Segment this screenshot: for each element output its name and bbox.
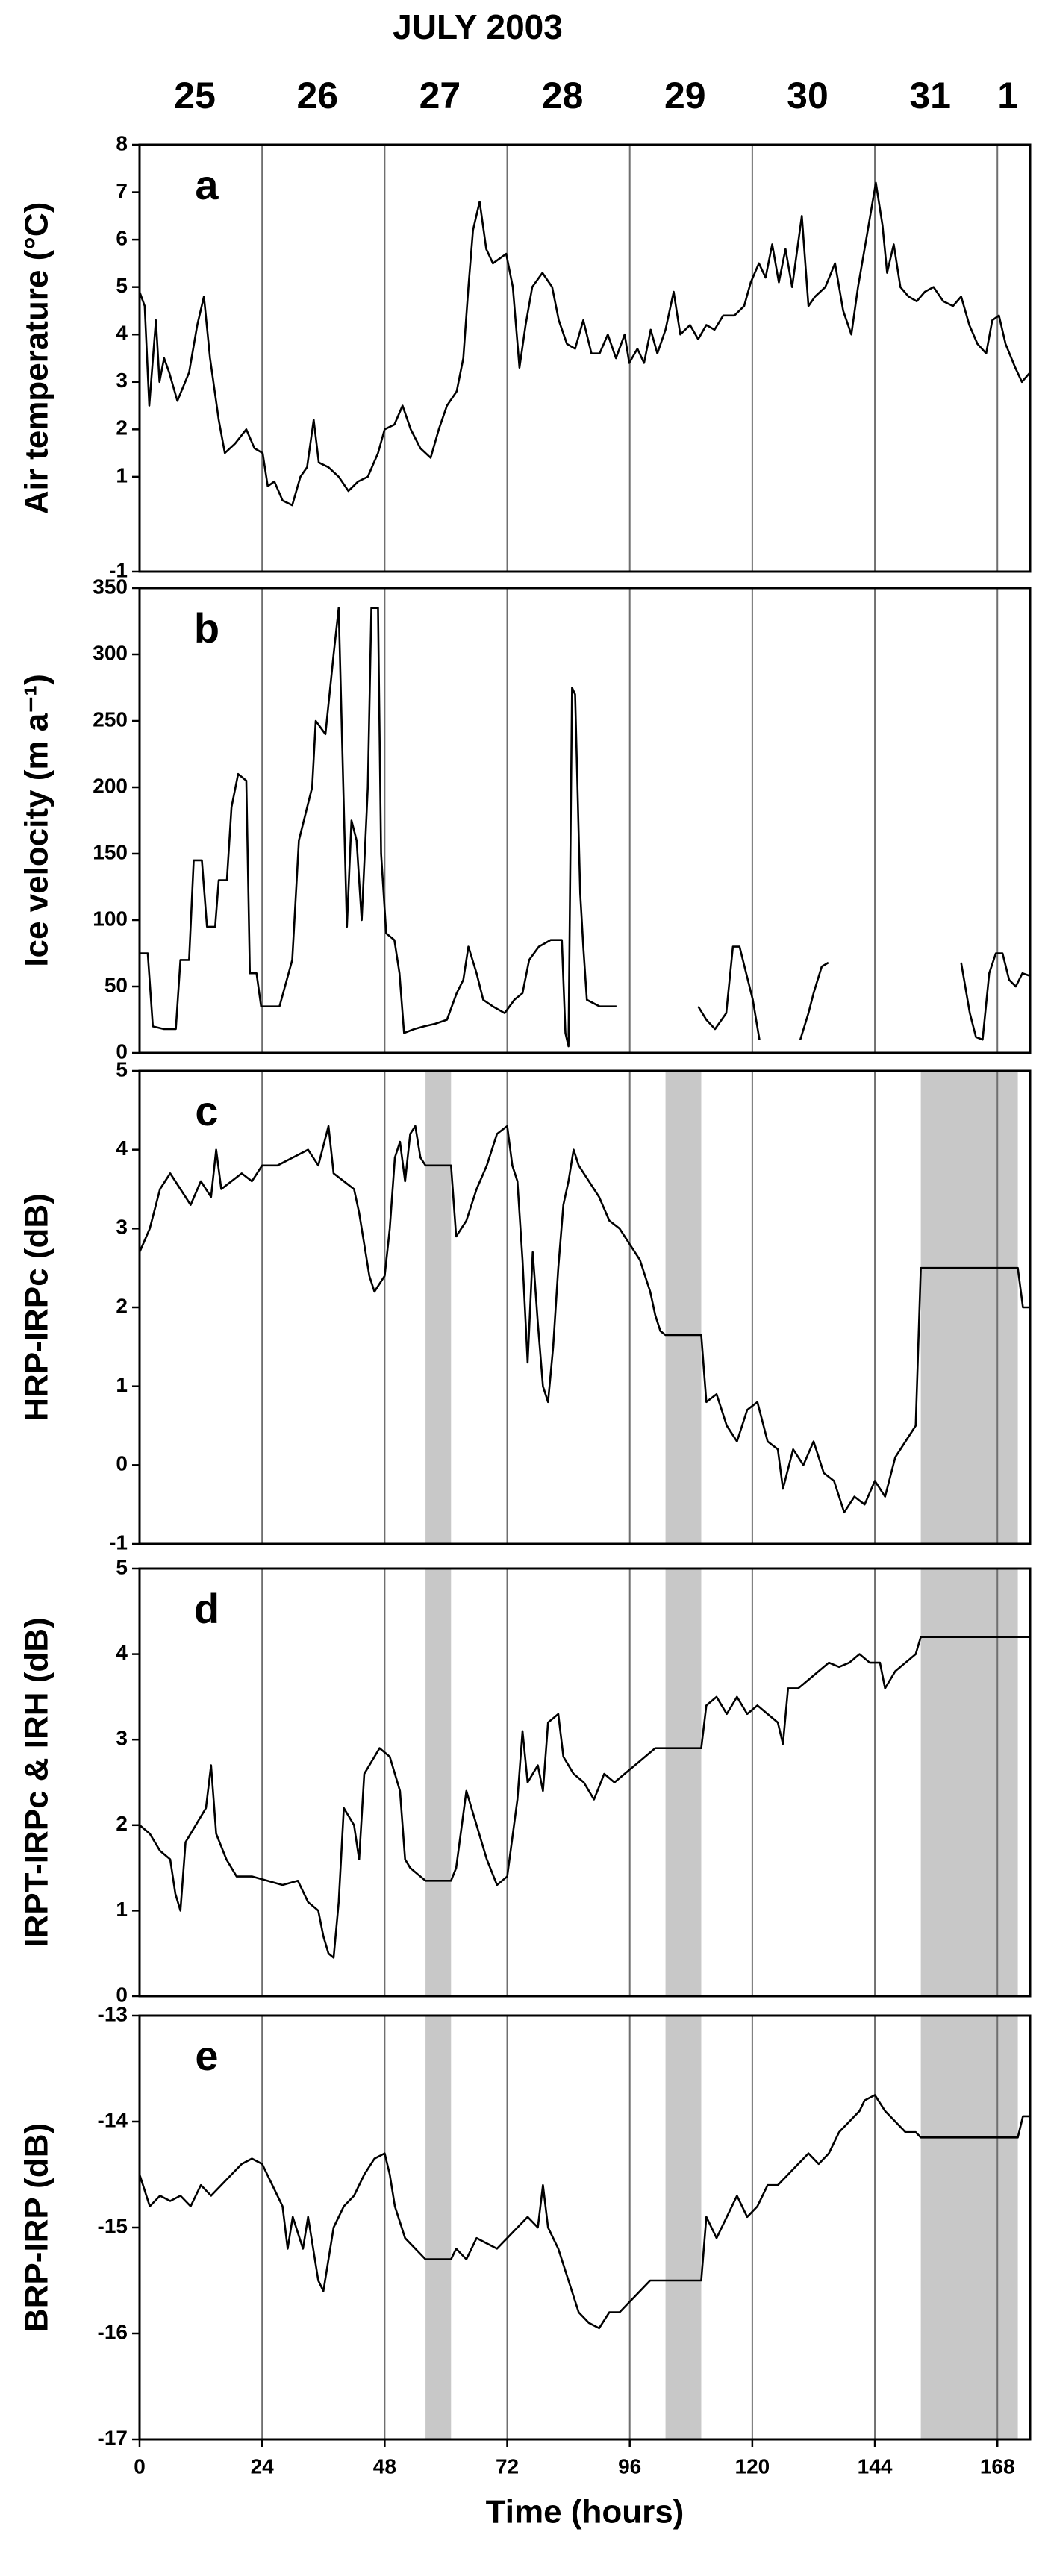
shaded-span (665, 2016, 702, 2439)
shaded-span (425, 1071, 452, 1544)
y-tick-label: 8 (116, 131, 128, 154)
shaded-span (920, 2016, 1018, 2439)
panel-label: d (194, 1585, 219, 1632)
day-label: 26 (296, 75, 338, 116)
plot-background (140, 1071, 1030, 1544)
y-tick-label: 5 (116, 1057, 128, 1081)
y-tick-label: 2 (116, 1812, 128, 1835)
y-tick-label: 350 (93, 575, 128, 598)
data-line (139, 1636, 1030, 1959)
day-label: 31 (909, 75, 951, 116)
y-tick-label: 50 (104, 973, 128, 996)
x-tick-label: 0 (134, 2454, 146, 2477)
y-tick-label: 4 (116, 322, 128, 345)
shaded-span (425, 1569, 452, 1996)
day-label: 25 (174, 75, 216, 116)
y-tick-label: 100 (93, 907, 128, 930)
y-tick-label: 4 (116, 1641, 128, 1664)
figure-title: JULY 2003 (393, 7, 563, 46)
data-line (138, 1125, 1030, 1514)
x-tick-label: 96 (618, 2454, 641, 2477)
y-tick-label: 0 (116, 1452, 128, 1475)
x-tick-label: 168 (980, 2454, 1015, 2477)
y-tick-label: 5 (116, 1555, 128, 1578)
y-tick-label: 3 (116, 1216, 128, 1239)
plot-frame (138, 2014, 1032, 2441)
plot-frame (138, 587, 1032, 1054)
plot-background (140, 2016, 1030, 2439)
plot-frame (138, 1567, 1032, 1998)
shaded-span (425, 2016, 452, 2439)
y-tick-label: 2 (116, 1294, 128, 1317)
panel-label: b (194, 604, 219, 651)
day-label: 29 (664, 75, 706, 116)
day-label: 27 (419, 75, 461, 116)
shaded-span (920, 1569, 1018, 1996)
y-axis-title: HRP-IRPc (dB) (19, 1193, 55, 1422)
shaded-span (920, 1071, 1018, 1544)
y-tick-label: 1 (116, 1373, 128, 1396)
y-tick-label: 1 (116, 463, 128, 487)
plot-frame (138, 143, 1032, 573)
y-tick-label: 4 (116, 1137, 128, 1160)
x-tick-label: 120 (735, 2454, 770, 2477)
y-tick-label: 2 (116, 416, 128, 440)
x-tick-label: 72 (496, 2454, 519, 2477)
y-tick-label: -15 (98, 2214, 128, 2237)
panel-label: e (195, 2032, 218, 2079)
y-tick-label: -14 (98, 2108, 128, 2131)
y-axis-title: IRPT-IRPc & IRH (dB) (19, 1617, 55, 1947)
y-tick-label: 300 (93, 641, 128, 664)
y-tick-label: 6 (116, 227, 128, 250)
day-label: 30 (787, 75, 829, 116)
plot-frame (138, 1069, 1032, 1545)
y-tick-label: -13 (98, 2002, 128, 2025)
y-axis-title: BRP-IRP (dB) (19, 2123, 55, 2332)
y-tick-label: 3 (116, 1727, 128, 1750)
y-tick-label: 0 (116, 1040, 128, 1063)
y-tick-label: 250 (93, 707, 128, 731)
y-tick-label: 0 (116, 1983, 128, 2006)
y-tick-label: -16 (98, 2320, 128, 2343)
panel-label: a (195, 161, 219, 208)
x-tick-label: 144 (858, 2454, 893, 2477)
panel-label: c (195, 1087, 218, 1134)
data-line (138, 181, 1031, 507)
y-tick-label: 200 (93, 774, 128, 797)
y-tick-label: -1 (109, 558, 128, 581)
y-axis-title: Air temperature (°C) (19, 202, 55, 515)
shaded-span (665, 1071, 702, 1544)
data-line (138, 2094, 1030, 2330)
y-tick-label: -1 (109, 1531, 128, 1554)
data-line (140, 607, 1031, 1048)
plot-background (140, 145, 1030, 572)
y-tick-label: 1 (116, 1898, 128, 1921)
x-axis-title: Time (hours) (486, 2494, 684, 2530)
y-tick-label: 7 (116, 179, 128, 202)
shaded-span (665, 1569, 702, 1996)
day-label: 1 (997, 75, 1018, 116)
y-tick-label: 3 (116, 369, 128, 392)
day-label: 28 (542, 75, 584, 116)
x-tick-label: 48 (373, 2454, 396, 2477)
y-axis-title: Ice velocity (m a⁻¹) (19, 674, 55, 966)
y-tick-label: 150 (93, 840, 128, 863)
y-tick-label: 5 (116, 274, 128, 297)
y-tick-label: -17 (98, 2426, 128, 2449)
x-tick-label: 24 (251, 2454, 275, 2477)
